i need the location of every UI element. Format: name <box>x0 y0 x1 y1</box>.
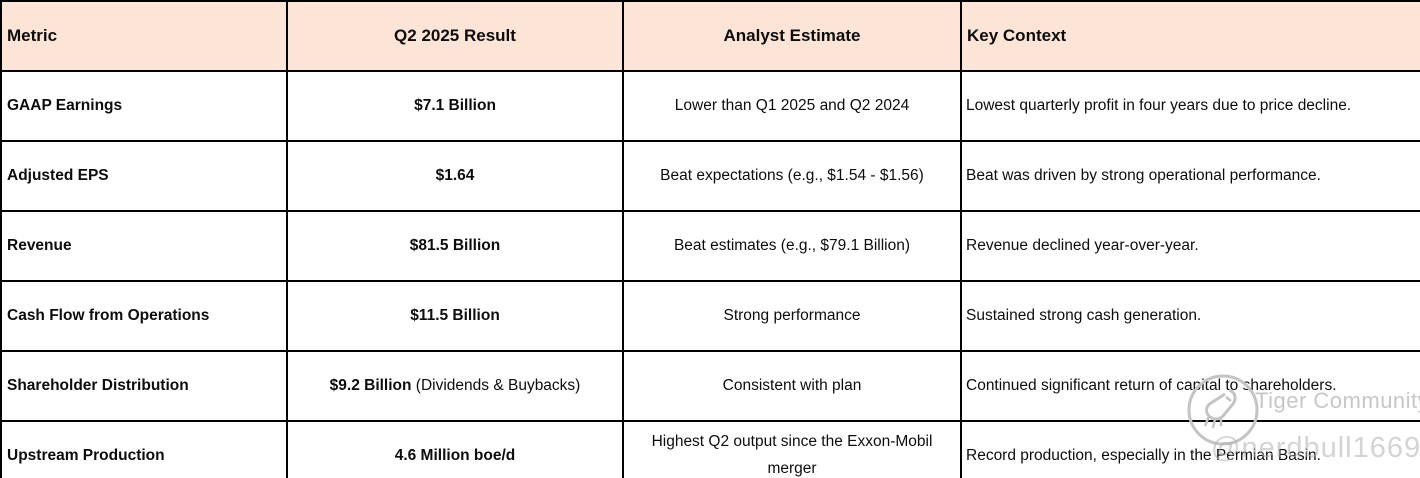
result-value: $11.5 Billion <box>410 306 500 324</box>
context-cell: Record production, especially in the Per… <box>960 420 1420 478</box>
result-value: $7.1 Billion <box>414 96 496 114</box>
result-value: 4.6 Million boe/d <box>394 446 516 464</box>
estimate-cell: Strong performance <box>622 280 962 352</box>
table-row: Shareholder Distribution $9.2 Billion (D… <box>0 350 1420 422</box>
metric-cell: Revenue <box>0 210 288 282</box>
table-row: Revenue $81.5 Billion Beat estimates (e.… <box>0 210 1420 282</box>
table-row: Adjusted EPS $1.64 Beat expectations (e.… <box>0 140 1420 212</box>
result-cell: $7.1 Billion <box>286 70 624 142</box>
header-context: Key Context <box>960 0 1420 72</box>
result-value: $9.2 Billion <box>329 376 412 394</box>
metric-cell: Shareholder Distribution <box>0 350 288 422</box>
result-cell: $1.64 <box>286 140 624 212</box>
table-row: Upstream Production 4.6 Million boe/d Hi… <box>0 420 1420 478</box>
result-value: $81.5 Billion <box>409 236 501 254</box>
estimate-cell: Highest Q2 output since the Exxon-Mobil … <box>622 420 962 478</box>
result-cell: $11.5 Billion <box>286 280 624 352</box>
metric-cell: Cash Flow from Operations <box>0 280 288 352</box>
context-cell: Lowest quarterly profit in four years du… <box>960 70 1420 142</box>
table-row: Cash Flow from Operations $11.5 Billion … <box>0 280 1420 352</box>
result-cell: $9.2 Billion (Dividends & Buybacks) <box>286 350 624 422</box>
context-cell: Revenue declined year-over-year. <box>960 210 1420 282</box>
context-cell: Beat was driven by strong operational pe… <box>960 140 1420 212</box>
header-row: Metric Q2 2025 Result Analyst Estimate K… <box>0 0 1420 72</box>
estimate-cell: Beat estimates (e.g., $79.1 Billion) <box>622 210 962 282</box>
header-estimate: Analyst Estimate <box>622 0 962 72</box>
estimate-cell: Consistent with plan <box>622 350 962 422</box>
result-cell: 4.6 Million boe/d <box>286 420 624 478</box>
result-value: $1.64 <box>435 166 475 184</box>
header-metric: Metric <box>0 0 288 72</box>
context-cell: Sustained strong cash generation. <box>960 280 1420 352</box>
metric-cell: Upstream Production <box>0 420 288 478</box>
header-result: Q2 2025 Result <box>286 0 624 72</box>
estimate-cell: Lower than Q1 2025 and Q2 2024 <box>622 70 962 142</box>
table-row: GAAP Earnings $7.1 Billion Lower than Q1… <box>0 70 1420 142</box>
context-cell: Continued significant return of capital … <box>960 350 1420 422</box>
metric-cell: Adjusted EPS <box>0 140 288 212</box>
result-cell: $81.5 Billion <box>286 210 624 282</box>
result-note: (Dividends & Buybacks) <box>411 376 581 394</box>
estimate-cell: Beat expectations (e.g., $1.54 - $1.56) <box>622 140 962 212</box>
metric-cell: GAAP Earnings <box>0 70 288 142</box>
